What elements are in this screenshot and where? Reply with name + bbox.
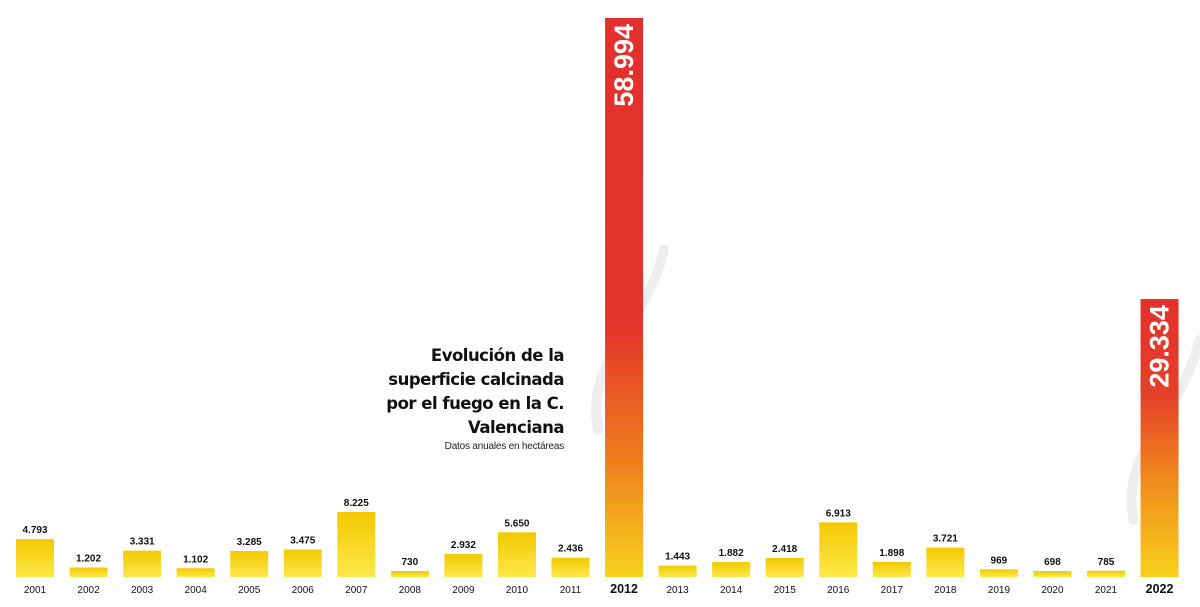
year-label-2022: 2022 [1146,582,1174,596]
year-label-2016: 2016 [827,585,850,596]
year-label-2013: 2013 [666,585,689,596]
year-label-2019: 2019 [988,585,1011,596]
year-label-2017: 2017 [881,585,904,596]
year-label-2014: 2014 [720,585,743,596]
bar-2019 [979,569,1018,577]
value-label-2016: 6.913 [826,508,851,519]
year-label-2011: 2011 [560,585,582,596]
value-label-2015: 2.418 [772,544,797,555]
year-label-2021: 2021 [1095,585,1118,596]
bars-group: 2001 4.793 2002 1.202 2003 3.331 2004 1.102 2005… [16,18,1200,596]
bar-2002 [69,567,108,577]
value-label-2002: 1.202 [76,554,101,565]
value-label-2001: 4.793 [22,525,47,536]
bar-2012 [605,18,644,577]
bar-2005 [230,551,269,577]
value-label-2007: 8.225 [344,498,369,509]
year-label-2012: 2012 [610,582,638,596]
year-label-2007: 2007 [345,585,368,596]
chart-title: Evolución de la superficie calcinada por… [386,346,564,437]
year-label-2006: 2006 [292,585,315,596]
value-label-2013: 1.443 [665,552,690,563]
year-label-2020: 2020 [1041,585,1064,596]
year-label-2005: 2005 [238,585,261,596]
bar-2009 [444,553,483,577]
bar-2008 [390,571,429,577]
value-label-2019: 969 [991,555,1008,566]
bar-2010 [497,532,536,577]
value-label-2005: 3.285 [237,537,262,548]
bar-2015 [765,557,804,577]
bar-2018 [926,547,965,577]
value-label-2012: 58.994 [609,24,639,107]
year-label-2002: 2002 [77,585,100,596]
bar-2007 [337,512,376,577]
value-label-2021: 785 [1098,557,1115,568]
year-label-2004: 2004 [185,585,208,596]
bar-2001 [16,539,54,577]
value-label-2017: 1.898 [879,548,904,559]
year-label-2003: 2003 [131,585,154,596]
year-label-2010: 2010 [506,585,529,596]
value-label-2010: 5.650 [504,518,529,529]
bar-2011 [551,557,590,577]
title-block: Evolución de la superficie calcinada por… [374,344,564,452]
value-label-2011: 2.436 [558,544,583,555]
year-label-2001: 2001 [24,585,47,596]
year-label-2009: 2009 [452,585,475,596]
bar-2022 [1140,299,1179,577]
value-label-2003: 3.331 [130,537,155,548]
chart-subtitle: Datos anuales en hectáreas [444,441,565,452]
bar-2016 [819,522,858,577]
value-label-2020: 698 [1044,557,1061,568]
bar-2003 [123,550,162,577]
value-label-2014: 1.882 [719,548,744,559]
bar-2006 [283,549,322,577]
year-label-2018: 2018 [934,585,957,596]
bar-2013 [658,565,697,577]
year-label-2008: 2008 [399,585,422,596]
bar-2004 [176,568,215,577]
value-label-2008: 730 [402,557,419,568]
value-label-2022: 29.334 [1145,305,1175,388]
bar-2021 [1087,570,1125,577]
value-label-2004: 1.102 [183,554,208,565]
bar-2017 [872,562,911,577]
value-label-2006: 3.475 [290,536,315,547]
value-label-2009: 2.932 [451,540,476,551]
year-label-2015: 2015 [774,585,797,596]
bar-2014 [712,562,751,577]
bar-2020 [1033,571,1072,577]
value-label-2018: 3.721 [933,534,958,545]
